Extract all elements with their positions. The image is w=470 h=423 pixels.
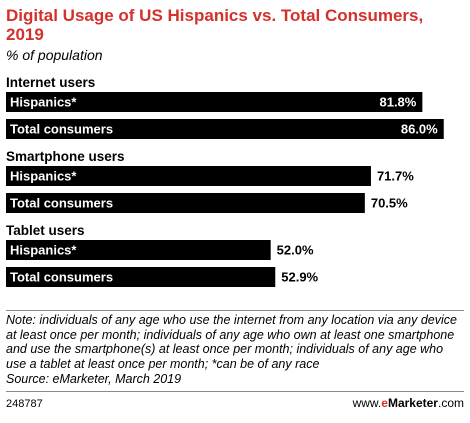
group-label-2: Tablet users — [6, 223, 85, 238]
bar-2-1 — [6, 267, 276, 287]
bar-2-0 — [6, 240, 271, 260]
footnote: Note: individuals of any age who use the… — [6, 313, 457, 371]
brand-e: e — [381, 396, 388, 410]
value-label-0-0: 81.8% — [379, 95, 416, 110]
bar-chart: Internet users Hispanics* 81.8% Total consu… — [6, 75, 444, 287]
bar-label-2-1: Total consumers — [10, 270, 113, 285]
chart-id: 248787 — [6, 398, 43, 410]
value-label-2-1: 52.9% — [281, 270, 318, 285]
bar-label-0-1: Total consumers — [10, 122, 113, 137]
group-label-1: Smartphone users — [6, 149, 125, 164]
value-label-2-0: 52.0% — [277, 243, 314, 258]
bar-label-0-0: Hispanics* — [10, 95, 77, 110]
bar-label-1-1: Total consumers — [10, 196, 113, 211]
emarketer-logo[interactable]: www.eMarketer.com — [353, 396, 464, 410]
bar-label-1-0: Hispanics* — [10, 169, 77, 184]
chart-title: Digital Usage of US Hispanics vs. Total … — [6, 6, 424, 44]
bar-1-0 — [6, 166, 371, 186]
divider-bottom — [6, 391, 464, 392]
group-label-0: Internet users — [6, 75, 95, 90]
bar-label-2-0: Hispanics* — [10, 243, 77, 258]
bar-0-1 — [6, 119, 444, 139]
value-label-0-1: 86.0% — [401, 122, 438, 137]
brand-name: Marketer — [387, 396, 438, 410]
value-label-1-0: 71.7% — [377, 169, 414, 184]
value-label-1-1: 70.5% — [371, 196, 408, 211]
bar-1-1 — [6, 193, 365, 213]
bar-0-0 — [6, 92, 423, 112]
brand-prefix: www. — [352, 396, 382, 410]
brand-suffix: .com — [437, 396, 464, 410]
divider-top — [6, 310, 464, 311]
chart-subtitle: % of population — [6, 47, 103, 63]
source-line: Source: eMarketer, March 2019 — [6, 372, 182, 386]
